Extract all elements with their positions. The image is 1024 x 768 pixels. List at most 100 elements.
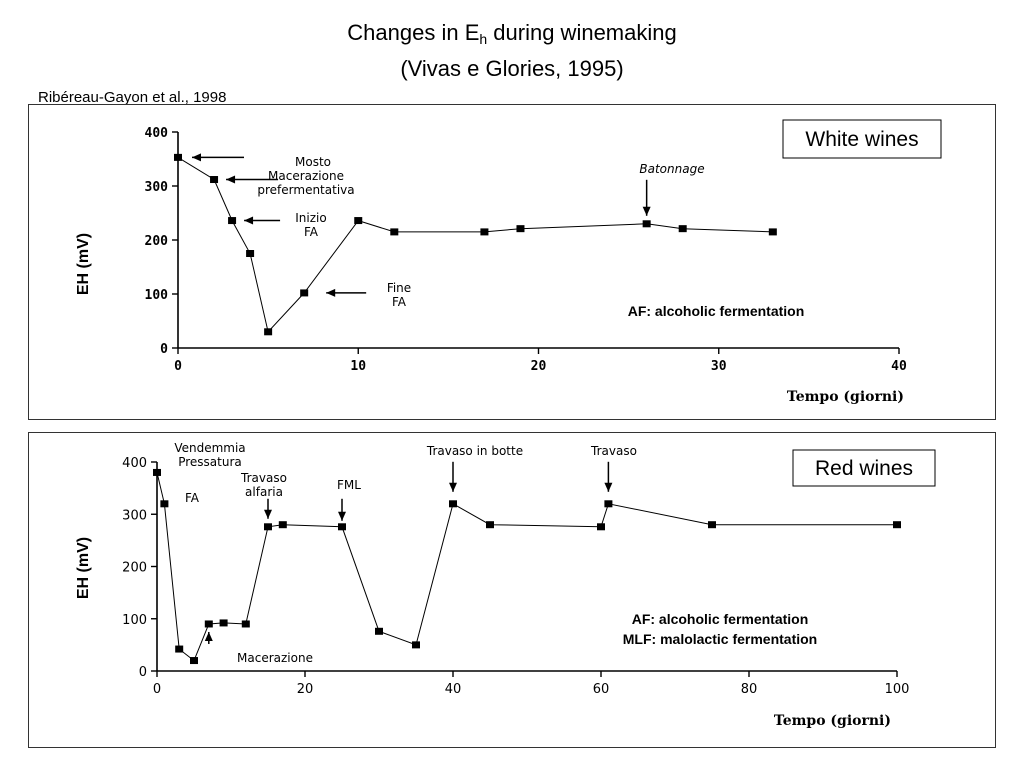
- data-point: [768, 228, 777, 236]
- data-point: [338, 523, 346, 531]
- data-point: [486, 521, 494, 529]
- annotation-arrow-head: [338, 511, 346, 521]
- annotation-text: FA: [185, 491, 200, 505]
- title-line-1: Changes in Eh during winemaking: [0, 18, 1024, 54]
- title-rest: during winemaking: [487, 20, 677, 45]
- legend-box: [782, 119, 942, 159]
- annotation-text: Macerazione: [268, 169, 344, 183]
- x-tick-label: 80: [741, 682, 758, 697]
- annotation-arrow-head: [326, 288, 336, 297]
- annotation-text: Inizio: [295, 211, 326, 225]
- data-point: [604, 500, 613, 508]
- y-tick-label: 200: [122, 561, 147, 576]
- data-point: [390, 228, 399, 236]
- annotation-text: FA: [392, 295, 407, 309]
- annotation-text: Batonnage: [639, 162, 704, 176]
- annotation-arrow-head: [449, 482, 457, 492]
- note-text: AF: alcoholic fermentation: [628, 303, 805, 319]
- y-tick-label: 200: [145, 234, 169, 249]
- annotation-text: Pressatura: [178, 455, 242, 469]
- red-wines-chart: 0 100 200 300 400 0 20 40 60 80 100 Tempo (giorni) E…: [28, 432, 996, 748]
- data-point: [375, 627, 383, 635]
- x-tick-label: 0: [174, 359, 182, 374]
- x-axis-label: Tempo (giorni): [774, 713, 891, 729]
- data-point: [210, 176, 219, 184]
- annotation-text: Mosto: [295, 155, 331, 169]
- title-line-2: (Vivas e Glories, 1995): [400, 56, 624, 81]
- annotation-arrow-head: [244, 216, 254, 225]
- red-wines-chart-svg: 0 100 200 300 400 0 20 40 60 80 100 Tempo (giorni) E…: [28, 432, 996, 748]
- data-point: [678, 225, 687, 233]
- x-tick-label: 100: [885, 682, 910, 697]
- data-point: [300, 289, 309, 297]
- annotation-arrow-head: [642, 206, 651, 216]
- annotation-arrow-head: [226, 175, 236, 184]
- note-text: AF: alcoholic fermentation: [632, 611, 809, 627]
- annotation-text: FML: [337, 478, 361, 492]
- annotation-text: alfaria: [245, 485, 283, 499]
- y-tick-label: 400: [122, 456, 147, 471]
- annotation: Macerazione: [204, 631, 313, 665]
- annotation-text: Travaso: [240, 471, 287, 485]
- x-tick-label: 20: [531, 359, 547, 374]
- slide-title: Changes in Eh during winemaking (Vivas e…: [0, 18, 1024, 83]
- annotation-text: Travaso: [590, 444, 637, 458]
- annotation-arrow-head: [604, 482, 613, 492]
- annotation-text: prefermentativa: [257, 183, 354, 197]
- chart-title-label: White wines: [805, 128, 918, 151]
- data-point: [153, 468, 161, 476]
- y-axis-label: EH (mV): [75, 233, 92, 295]
- data-point: [160, 500, 169, 508]
- data-point: [175, 645, 184, 653]
- legend-box: [792, 449, 936, 487]
- annotation-arrow-head: [264, 509, 272, 519]
- data-point: [241, 620, 250, 628]
- data-point: [278, 521, 287, 529]
- data-point: [264, 328, 273, 336]
- data-point: [174, 153, 182, 161]
- white-wines-chart-svg: 0 100 200 300 400 0 10 20 30 40 Tempo (giorni) EH (…: [28, 104, 996, 420]
- annotation: FA: [185, 491, 200, 505]
- annotation: Travaso: [590, 444, 637, 492]
- data-point: [354, 217, 363, 225]
- citation: Ribéreau-Gayon et al., 1998: [38, 89, 227, 106]
- data-point: [412, 641, 420, 649]
- annotation: Mosto: [192, 153, 331, 169]
- annotation: FML: [337, 478, 361, 521]
- y-tick-label: 300: [122, 508, 147, 523]
- x-tick-label: 0: [153, 682, 161, 697]
- white-wines-chart: 0 100 200 300 400 0 10 20 30 40 Tempo (giorni) EH (…: [28, 104, 996, 420]
- y-tick-label: 400: [145, 126, 169, 141]
- y-tick-label: 300: [145, 180, 169, 195]
- x-tick-label: 10: [350, 359, 366, 374]
- annotation-arrow-head: [204, 631, 213, 641]
- data-point: [190, 657, 198, 665]
- x-axis-label: Tempo (giorni): [787, 389, 904, 405]
- note-text: MLF: malolactic fermentation: [623, 631, 817, 647]
- y-tick-label: 100: [122, 613, 147, 628]
- data-point: [480, 228, 489, 236]
- annotation-text: Vendemmia: [174, 441, 245, 455]
- data-point: [246, 250, 255, 257]
- x-tick-label: 60: [593, 682, 610, 697]
- data-point: [219, 619, 228, 627]
- chart-title-label: Red wines: [815, 457, 913, 480]
- annotation-text: FA: [304, 225, 319, 239]
- data-point: [449, 500, 457, 508]
- title-main: Changes in E: [347, 20, 480, 45]
- data-point: [597, 523, 605, 531]
- data-point: [516, 225, 525, 233]
- y-axis-label: EH (mV): [75, 537, 92, 599]
- data-point: [228, 217, 237, 225]
- x-tick-label: 20: [297, 682, 314, 697]
- annotation-text: Travaso in botte: [426, 444, 523, 458]
- x-tick-label: 40: [445, 682, 462, 697]
- data-point: [893, 521, 901, 529]
- annotation-text: Fine: [387, 281, 411, 295]
- data-point: [642, 220, 651, 228]
- annotation: Travaso in botte: [426, 444, 523, 492]
